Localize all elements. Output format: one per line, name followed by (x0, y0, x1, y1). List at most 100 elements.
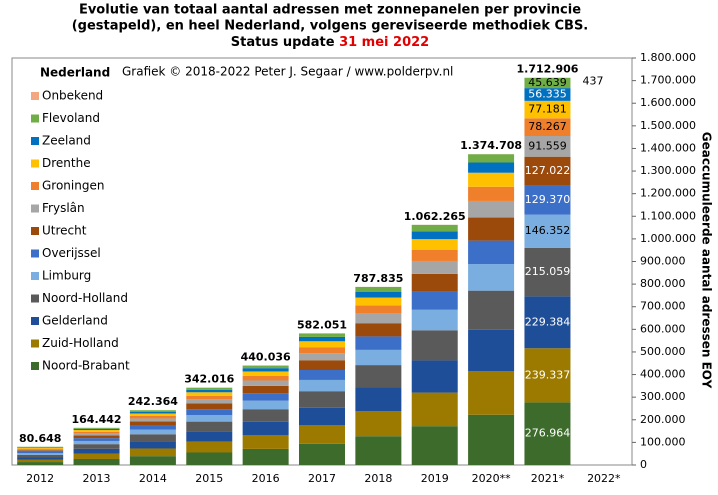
bar-segment (17, 448, 64, 450)
bar-segment (17, 450, 64, 452)
bar-segment (242, 393, 289, 401)
bar-segment (468, 414, 515, 465)
bar-segment (17, 447, 64, 449)
bar-segment (355, 436, 402, 465)
bar-segment (411, 273, 458, 292)
y-tick-label: 1.800.000 (640, 51, 696, 64)
legend-swatch (31, 339, 39, 348)
y-tick-label: 1.300.000 (640, 164, 696, 177)
value-label: 91.559 (528, 139, 567, 152)
bar-segment (186, 409, 233, 416)
bar-segment (299, 369, 345, 380)
bar-segment (468, 240, 515, 265)
value-label: 437 (582, 75, 603, 88)
y-tick-label: 900.000 (640, 255, 686, 268)
bar-segment (355, 305, 402, 314)
x-tick-label: 2020** (472, 472, 511, 485)
y-tick-label: 1.000.000 (640, 232, 696, 245)
y-tick-label: 1.400.000 (640, 141, 696, 154)
legend-swatch (31, 317, 39, 325)
total-label: 342.016 (184, 373, 234, 386)
bar-segment (468, 200, 515, 218)
y-tick-label: 0 (640, 458, 647, 471)
bar-segment (411, 360, 458, 393)
legend-label: Limburg (42, 269, 91, 283)
bar-segment (73, 448, 120, 454)
y-tick-label: 1.700.000 (640, 74, 696, 87)
bar-segment (17, 451, 64, 454)
bar-segment (129, 448, 176, 457)
title-part: Status update (231, 35, 339, 50)
bar-segment (468, 371, 515, 415)
value-label: 78.267 (528, 120, 567, 133)
legend-swatch (31, 227, 39, 235)
bar-segment (299, 341, 345, 348)
credit: Grafiek © 2018-2022 Peter J. Segaar / ww… (122, 65, 453, 79)
bar-segment (73, 427, 120, 429)
bar-segment (242, 371, 289, 376)
total-label: 1.062.265 (404, 210, 466, 223)
bar-segment (524, 88, 571, 101)
legend-swatch (31, 249, 39, 258)
bar-segment (73, 458, 120, 465)
bar-segment (355, 297, 402, 306)
bar-segment (468, 172, 515, 187)
bar-segment (242, 421, 289, 436)
legend-swatch (31, 362, 39, 370)
bar-segment (17, 453, 64, 455)
value-label: 45.639 (528, 76, 567, 89)
y-tick-label: 800.000 (640, 277, 686, 290)
bar-segment (299, 443, 345, 465)
bar-segment (242, 409, 289, 422)
bar-segment (186, 415, 233, 422)
bar-segment (299, 391, 345, 408)
y-tick-label: 300.000 (640, 390, 686, 403)
legend-swatch (31, 159, 39, 168)
value-label: 77.181 (528, 103, 567, 116)
bar-segment (73, 438, 120, 441)
value-label: 56.335 (528, 87, 567, 100)
x-tick-label: 2022* (587, 472, 621, 485)
bar-segment (73, 433, 120, 436)
bar-segment (468, 154, 515, 163)
bar-segment (355, 286, 402, 292)
bar-segment (186, 395, 233, 400)
bar-segment (355, 336, 402, 350)
bar-segment (129, 421, 176, 426)
bar-segment (411, 260, 458, 274)
bar-segment (242, 448, 289, 465)
x-tick-label: 2018 (364, 472, 392, 485)
bar-segment (411, 249, 458, 261)
chart-title: (gestapeld), en heel Nederland, volgens … (72, 19, 589, 34)
bar-segment (242, 400, 289, 410)
legend-title: Nederland (40, 66, 110, 80)
value-label: 146.352 (525, 224, 571, 237)
y-tick-label: 100.000 (640, 435, 686, 448)
legend-swatch (31, 204, 39, 213)
bar-segment (524, 296, 571, 349)
bar-segment (73, 435, 120, 439)
bar-segment (186, 452, 233, 465)
bar-segment (299, 353, 345, 361)
legend-label: Zuid-Holland (42, 336, 119, 350)
bar-segment (129, 411, 176, 414)
bar-segment (468, 290, 515, 330)
bar-segment (411, 224, 458, 232)
value-label: 215.059 (525, 265, 571, 278)
value-label: 229.384 (525, 315, 571, 328)
bar-segment (524, 77, 571, 89)
bar-segment (468, 264, 515, 291)
y-tick-label: 1.200.000 (640, 187, 696, 200)
bar-segment (186, 421, 233, 432)
x-tick-label: 2014 (139, 472, 167, 485)
value-label: 129.370 (525, 193, 571, 206)
legend-label: Gelderland (42, 314, 108, 328)
bar-segment (242, 380, 289, 386)
total-label: 164.442 (71, 413, 121, 426)
legend-label: Noord-Brabant (42, 359, 130, 373)
bar-segment (242, 365, 289, 369)
bar-segment (524, 185, 571, 215)
bar-segment (411, 392, 458, 427)
bar-segment (299, 360, 345, 370)
legend-swatch (31, 272, 39, 280)
